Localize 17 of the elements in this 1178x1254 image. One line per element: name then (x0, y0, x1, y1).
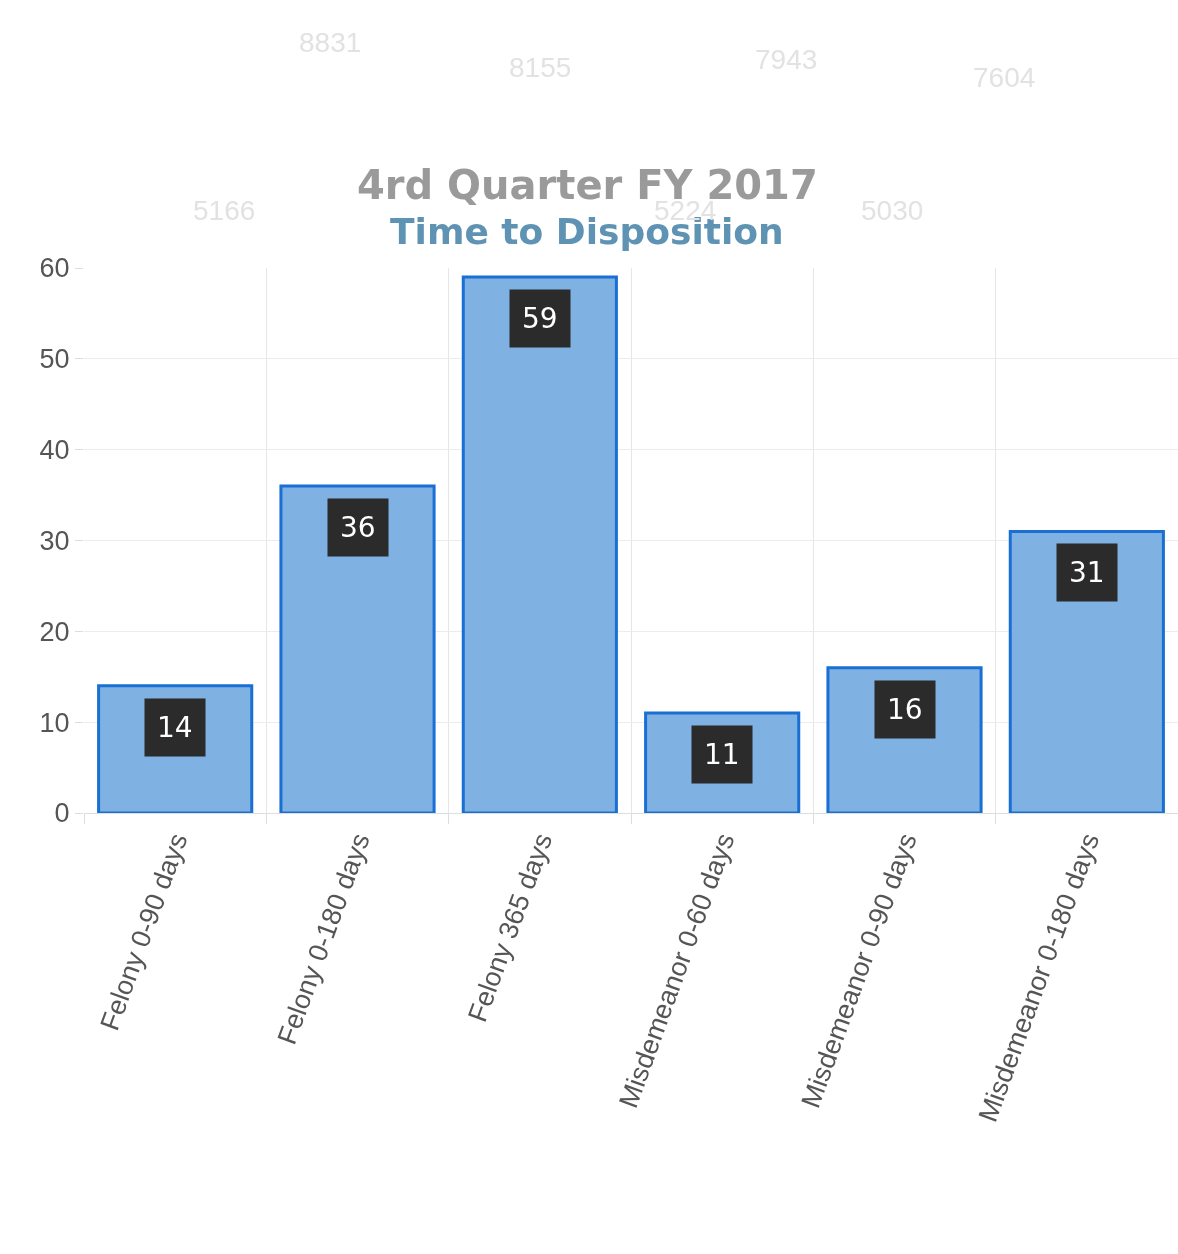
data-label: 16 (887, 693, 923, 726)
data-label: 36 (340, 511, 376, 544)
data-label: 59 (522, 302, 558, 335)
y-tick-label: 0 (54, 798, 70, 829)
data-label: 11 (704, 738, 740, 771)
bar (279, 484, 436, 813)
data-label: 31 (1069, 556, 1105, 589)
data-label: 14 (157, 711, 193, 744)
y-tick-label: 40 (39, 435, 70, 466)
y-tick-label: 50 (39, 344, 70, 375)
y-tick-label: 10 (39, 707, 70, 738)
y-tick-label: 60 (39, 253, 70, 284)
bar (1008, 529, 1165, 813)
chart-title: 4rd Quarter FY 2017 (357, 162, 818, 208)
y-tick-label: 30 (39, 525, 70, 556)
y-tick-label: 20 (39, 616, 70, 647)
bar (461, 275, 618, 813)
